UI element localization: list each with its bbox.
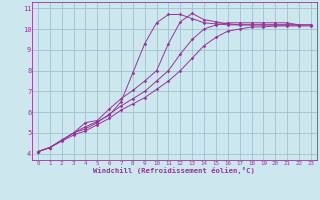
X-axis label: Windchill (Refroidissement éolien,°C): Windchill (Refroidissement éolien,°C) xyxy=(93,167,255,174)
